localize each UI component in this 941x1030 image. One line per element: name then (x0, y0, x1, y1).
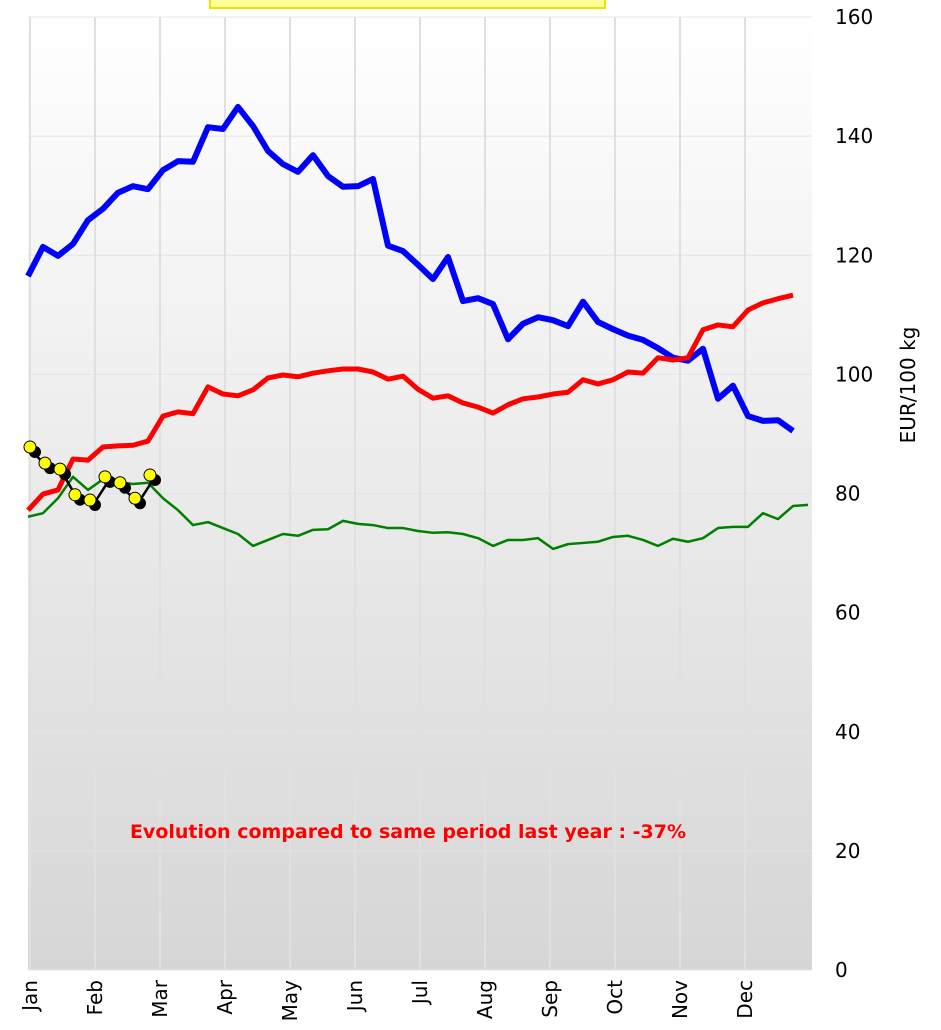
marker (68, 488, 82, 502)
marker (53, 462, 67, 476)
x-tick-label: Sep (538, 980, 562, 1018)
y-tick-label: 20 (835, 839, 860, 863)
y-tick-label: 0 (835, 958, 848, 982)
y-tick-label: 40 (835, 720, 860, 744)
y-axis-label: EUR/100 kg (896, 327, 920, 444)
x-tick-label: Jan (18, 980, 42, 1013)
grid (28, 16, 812, 971)
x-tick-label: Nov (668, 980, 692, 1019)
x-tick-label: Mar (148, 979, 172, 1018)
x-tick-label: Apr (213, 979, 237, 1014)
y-tick-label: 100 (835, 362, 873, 386)
y-tick-label: 60 (835, 601, 860, 625)
annotation: Evolution compared to same period last y… (130, 821, 686, 843)
x-tick-label: Jun (343, 980, 367, 1013)
marker (128, 491, 142, 505)
marker (113, 476, 127, 490)
line (26, 292, 794, 512)
x-tick-label: Aug (473, 980, 497, 1019)
marker (143, 468, 157, 482)
marker (83, 493, 97, 507)
x-tick-label: Jul (408, 980, 432, 1006)
y-tick-label: 140 (835, 124, 873, 148)
x-tick-label: Feb (83, 980, 107, 1015)
x-tick-label: Dec (733, 980, 757, 1019)
x-tick-label: Oct (603, 980, 627, 1015)
line (25, 103, 795, 434)
legend-box (209, 0, 606, 9)
marker (38, 456, 52, 470)
marker (98, 470, 112, 484)
lines (23, 103, 809, 551)
x-tick-label: May (278, 980, 302, 1022)
line (27, 475, 809, 551)
y-tick-label: 160 (835, 5, 873, 29)
marker (23, 440, 37, 454)
y-tick-label: 80 (835, 482, 860, 506)
y-tick-label: 120 (835, 243, 873, 267)
